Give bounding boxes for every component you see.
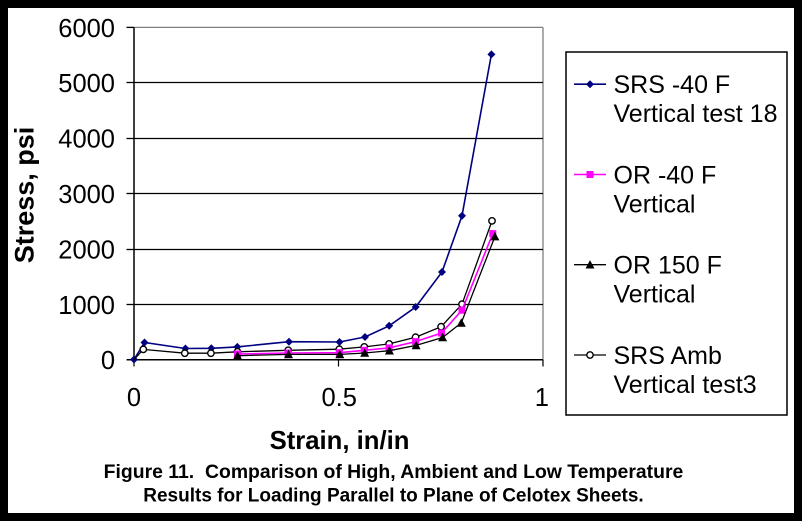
svg-text:SRS Amb: SRS Amb <box>614 342 722 370</box>
svg-text:2000: 2000 <box>58 236 115 264</box>
svg-text:0: 0 <box>101 347 115 375</box>
svg-text:4000: 4000 <box>58 126 115 154</box>
svg-text:Vertical: Vertical <box>614 281 696 309</box>
svg-text:0: 0 <box>127 384 141 412</box>
svg-text:Strain, in/in: Strain, in/in <box>270 427 410 455</box>
svg-text:1: 1 <box>535 384 549 412</box>
svg-text:SRS -40 F: SRS -40 F <box>614 71 731 99</box>
svg-text:Vertical: Vertical <box>614 190 696 218</box>
svg-text:1000: 1000 <box>58 292 115 320</box>
svg-text:Stress, psi: Stress, psi <box>10 127 40 264</box>
svg-text:6000: 6000 <box>58 15 115 43</box>
svg-text:Results for Loading Parallel t: Results for Loading Parallel to Plane of… <box>143 486 643 507</box>
svg-text:OR 150 F: OR 150 F <box>614 252 722 280</box>
svg-text:Vertical test3: Vertical test3 <box>614 371 757 399</box>
svg-text:OR -40 F: OR -40 F <box>614 161 717 189</box>
svg-text:5000: 5000 <box>58 70 115 98</box>
svg-text:0.5: 0.5 <box>321 384 356 412</box>
svg-text:Vertical test 18: Vertical test 18 <box>614 100 778 128</box>
svg-text:3000: 3000 <box>58 181 115 209</box>
svg-text:Figure 11. Comparison of High: Figure 11. Comparison of High, Ambient a… <box>104 461 684 483</box>
